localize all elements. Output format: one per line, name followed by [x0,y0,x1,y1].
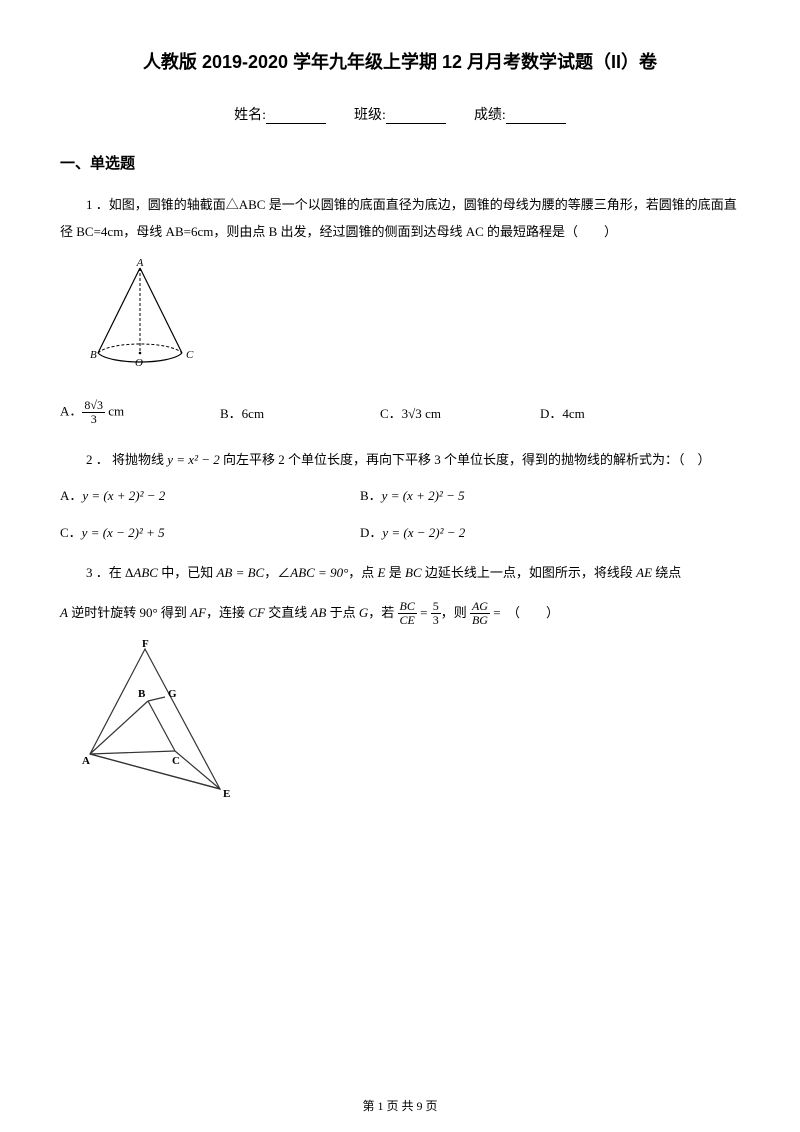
question-1-text: 1 ．如图，圆锥的轴截面△ABC 是一个以圆锥的底面直径为底边，圆锥的母线为腰的… [60,191,740,246]
question-2-text: 2 ． 将抛物线 y = x² − 2 向左平移 2 个单位长度，再向下平移 3… [60,446,740,473]
q3-l2-AB: AB [310,605,326,620]
class-label: 班级: [354,104,386,124]
question-3-line2: A 逆时针旋转 90° 得到 AF，连接 CF 交直线 AB 于点 G，若 BC… [60,599,740,628]
q3-l1-abc: ABC [133,565,158,580]
q2-D-expr: y = (x − 2)² − 2 [382,525,465,540]
label-G: G [168,688,177,700]
q3-l2-A: A [60,605,68,620]
q3-f3n: AG [470,600,490,614]
q3-l2-pre: 逆时针旋转 90° 得到 [68,605,190,620]
q3-l1-E: E [378,565,386,580]
q3-l1-eq2: ABC = 90° [290,565,348,580]
label-B2: B [138,688,146,700]
q1-option-D: D．4cm [540,403,700,422]
q3-l1-m3: ，点 [348,565,377,580]
q2-option-B: B．y = (x + 2)² − 5 [360,485,660,504]
label-O: O [135,357,143,369]
q3-l1-m2: ，∠ [264,565,290,580]
q3-l1-eq1: AB = BC [216,565,264,580]
q2-A-expr: y = (x + 2)² − 2 [82,488,165,503]
q2-B-expr: y = (x + 2)² − 5 [382,488,465,503]
opt-C-sqrt: √3 [408,406,422,421]
q3-f2n: 5 [431,600,441,614]
q2-B-prefix: B． [360,488,382,503]
q3-f1d: CE [398,614,417,627]
q3-l1-m4: 是 [386,565,406,580]
footer-post: 页 [423,1099,438,1113]
label-B: B [90,349,97,361]
footer-mid: 页 共 [383,1099,416,1113]
q2-option-C: C．y = (x − 2)² + 5 [60,522,360,541]
opt-A-den: 3 [82,413,105,426]
question-3-line1: 3 ．在 ΔABC 中，已知 AB = BC，∠ABC = 90°，点 E 是 … [60,559,740,586]
q3-l2-m4: ，若 [368,605,397,620]
opt-A-unit: cm [105,403,124,418]
q3-l2-m2: 交直线 [265,605,311,620]
q2-C-prefix: C． [60,525,82,540]
score-label: 成绩: [474,104,506,124]
q2-D-prefix: D． [360,525,382,540]
q2-pre: 2 ． 将抛物线 [86,452,167,467]
name-label: 姓名: [234,104,266,124]
q3-l1-m1: 中，已知 [158,565,217,580]
q2-option-A: A．y = (x + 2)² − 2 [60,485,360,504]
class-underline [386,110,446,124]
label-A2: A [82,755,90,767]
q2-expr: y = x² − 2 [167,452,219,467]
info-row: 姓名: 班级: 成绩: [60,104,740,124]
q1-option-C: C．3√3 cm [380,403,540,422]
q3-l2-m5: ，则 [441,605,470,620]
q3-l1-post: 边延长线上一点，如图所示，将线段 [422,565,637,580]
q3-l1-AE: AE [636,565,652,580]
q2-options: A．y = (x + 2)² − 2 B．y = (x + 2)² − 5 C．… [60,485,740,541]
q3-figure: F B G A C E [80,639,740,809]
q3-l1-pre: 3 ．在 Δ [86,565,133,580]
q3-l1-end: 绕点 [652,565,681,580]
section-heading: 一、单选题 [60,152,740,173]
page-title: 人教版 2019-2020 学年九年级上学期 12 月月考数学试题（II）卷 [60,48,740,74]
q1-figure: A B C O [80,258,740,383]
q2-option-D: D．y = (x − 2)² − 2 [360,522,660,541]
q3-f2d: 3 [431,614,441,627]
q2-A-prefix: A． [60,488,82,503]
page-footer: 第 1 页 共 9 页 [0,1097,800,1114]
q3-l1-BC: BC [405,565,422,580]
name-underline [266,110,326,124]
q3-l2-m3: 于点 [326,605,359,620]
q3-l2-post: = （ ） [490,605,559,620]
label-A: A [136,258,144,269]
q3-l2-AF: AF [190,605,206,620]
q3-l2-CF: CF [248,605,265,620]
opt-C-unit: cm [422,406,441,421]
score-underline [506,110,566,124]
q3-l2-m1: ，连接 [206,605,248,620]
opt-A-num: 8√3 [82,399,105,413]
label-E: E [223,788,230,800]
opt-A-prefix: A． [60,403,82,418]
q1-options: A．8√33 cm B．6cm C．3√3 cm D．4cm [60,399,740,426]
q3-f3d: BG [470,614,490,627]
q1-option-A: A．8√33 cm [60,399,220,426]
label-C: C [186,349,194,361]
footer-pre: 第 [362,1099,377,1113]
q3-l2-G: G [359,605,368,620]
label-C2: C [172,755,180,767]
q1-option-B: B．6cm [220,403,380,422]
q2-C-expr: y = (x − 2)² + 5 [82,525,165,540]
label-F: F [142,639,149,650]
q3-l2-eq1: = [417,605,431,620]
opt-C-prefix: C．3 [380,406,408,421]
q3-f1n: BC [398,600,417,614]
q2-post: 向左平移 2 个单位长度，再向下平移 3 个单位长度，得到的抛物线的解析式为：（… [220,452,711,467]
